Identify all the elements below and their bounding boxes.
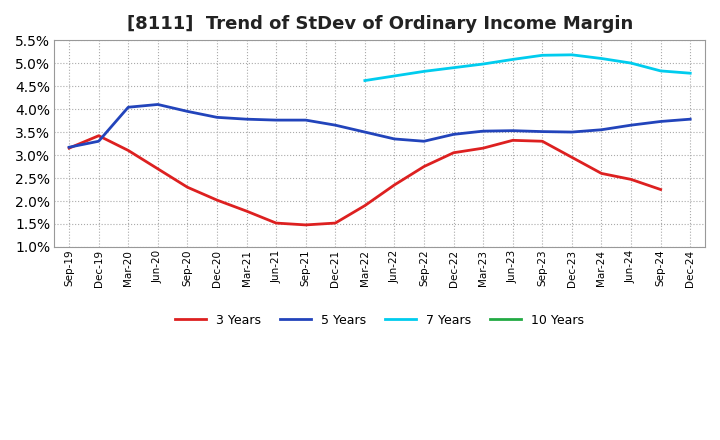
7 Years [538, 53, 546, 58]
5 Years [272, 117, 281, 123]
7 Years [420, 69, 428, 74]
5 Years [479, 128, 487, 134]
7 Years [508, 57, 517, 62]
5 Years [331, 122, 340, 128]
5 Years [183, 109, 192, 114]
3 Years [508, 138, 517, 143]
3 Years [153, 166, 162, 172]
3 Years [657, 187, 665, 192]
3 Years [124, 148, 132, 153]
3 Years [302, 222, 310, 227]
7 Years [361, 78, 369, 83]
7 Years [597, 56, 606, 61]
5 Years [124, 105, 132, 110]
3 Years [65, 146, 73, 151]
3 Years [183, 184, 192, 190]
Line: 5 Years: 5 Years [69, 104, 690, 147]
7 Years [479, 61, 487, 66]
Line: 7 Years: 7 Years [365, 55, 690, 81]
3 Years [449, 150, 458, 155]
5 Years [212, 115, 221, 120]
5 Years [94, 139, 103, 144]
5 Years [302, 117, 310, 123]
3 Years [597, 171, 606, 176]
3 Years [361, 203, 369, 208]
5 Years [420, 139, 428, 144]
Title: [8111]  Trend of StDev of Ordinary Income Margin: [8111] Trend of StDev of Ordinary Income… [127, 15, 633, 33]
3 Years [390, 182, 399, 187]
5 Years [657, 119, 665, 124]
3 Years [479, 146, 487, 151]
5 Years [567, 129, 576, 135]
7 Years [567, 52, 576, 58]
5 Years [242, 117, 251, 122]
Line: 3 Years: 3 Years [69, 136, 661, 225]
5 Years [153, 102, 162, 107]
Legend: 3 Years, 5 Years, 7 Years, 10 Years: 3 Years, 5 Years, 7 Years, 10 Years [170, 309, 590, 332]
5 Years [538, 129, 546, 134]
5 Years [626, 122, 635, 128]
3 Years [626, 177, 635, 182]
5 Years [597, 127, 606, 132]
5 Years [686, 117, 695, 122]
5 Years [65, 145, 73, 150]
3 Years [420, 164, 428, 169]
7 Years [657, 68, 665, 73]
3 Years [567, 155, 576, 160]
3 Years [212, 198, 221, 203]
3 Years [272, 220, 281, 226]
5 Years [508, 128, 517, 133]
7 Years [686, 70, 695, 76]
3 Years [538, 139, 546, 144]
5 Years [361, 129, 369, 135]
3 Years [242, 209, 251, 214]
7 Years [449, 65, 458, 70]
5 Years [449, 132, 458, 137]
7 Years [390, 73, 399, 79]
5 Years [390, 136, 399, 142]
7 Years [626, 60, 635, 66]
3 Years [94, 133, 103, 138]
3 Years [331, 220, 340, 226]
